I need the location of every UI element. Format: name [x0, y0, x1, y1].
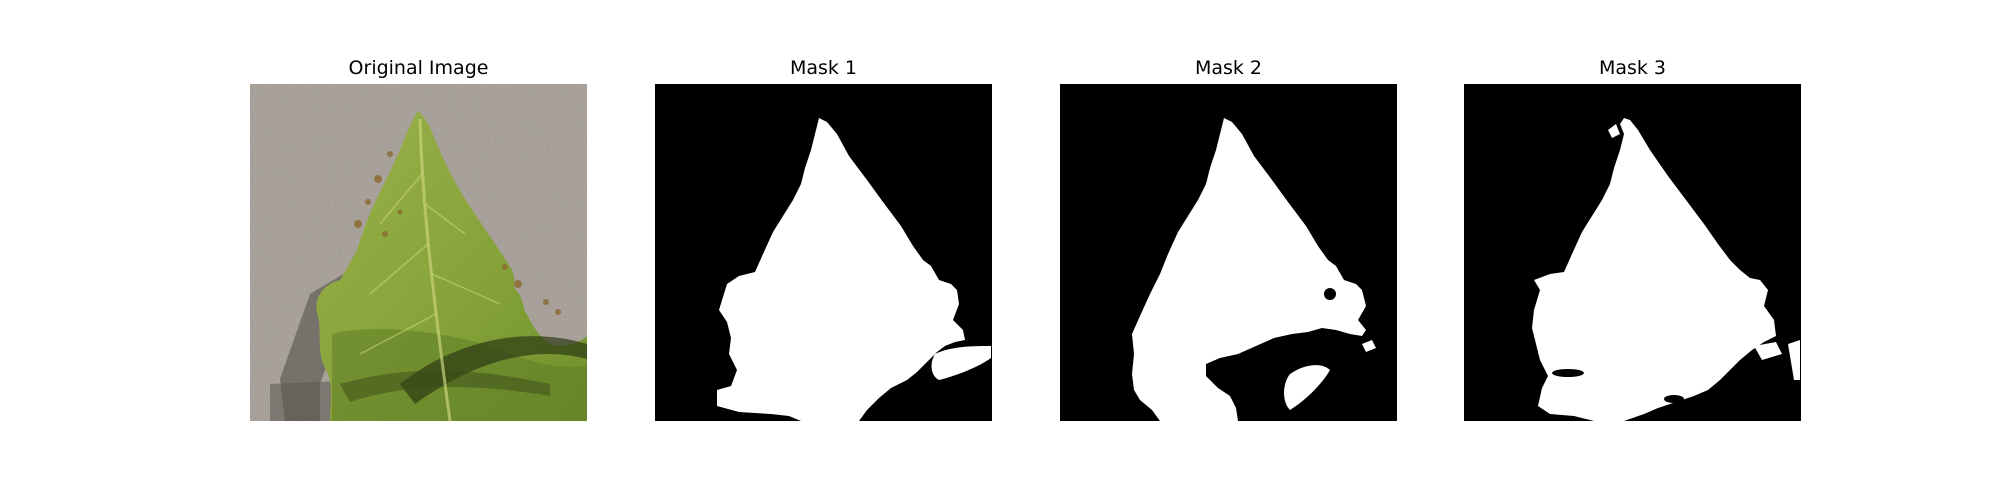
mask-1-panel: Mask 1 — [655, 0, 992, 500]
mask-blob — [931, 346, 991, 380]
mask-fragment — [1788, 340, 1800, 380]
mask-2-image — [1060, 84, 1397, 421]
mask-3-panel: Mask 3 — [1464, 0, 1801, 500]
mask-3-image — [1464, 84, 1801, 421]
mask-fragment — [1754, 342, 1782, 360]
disease-spots — [354, 151, 561, 315]
mask-leaf-region — [1532, 118, 1776, 421]
mask-hole — [1324, 288, 1336, 300]
mask-fragment — [1608, 124, 1620, 138]
mask-3-title: Mask 3 — [1598, 57, 1667, 79]
leaf-midrib — [418, 118, 452, 421]
original-leaf-image — [250, 84, 587, 421]
mask-hole — [1552, 369, 1584, 377]
original-image-title: Original Image — [348, 57, 489, 79]
mask-hole — [1664, 395, 1684, 403]
mask-1-image — [655, 84, 992, 421]
mask-leaf-region — [1132, 118, 1366, 421]
original-image-panel: Original Image — [250, 0, 587, 500]
mask-leaf-region — [717, 118, 965, 421]
mask-1-title: Mask 1 — [789, 57, 858, 79]
mask-2-title: Mask 2 — [1194, 57, 1263, 79]
mask-2-panel: Mask 2 — [1060, 0, 1397, 500]
mask-fragment — [1284, 365, 1330, 410]
dark-stem-band — [400, 336, 587, 404]
mask-fragment — [1362, 340, 1376, 352]
mask-fragment — [1322, 306, 1338, 320]
